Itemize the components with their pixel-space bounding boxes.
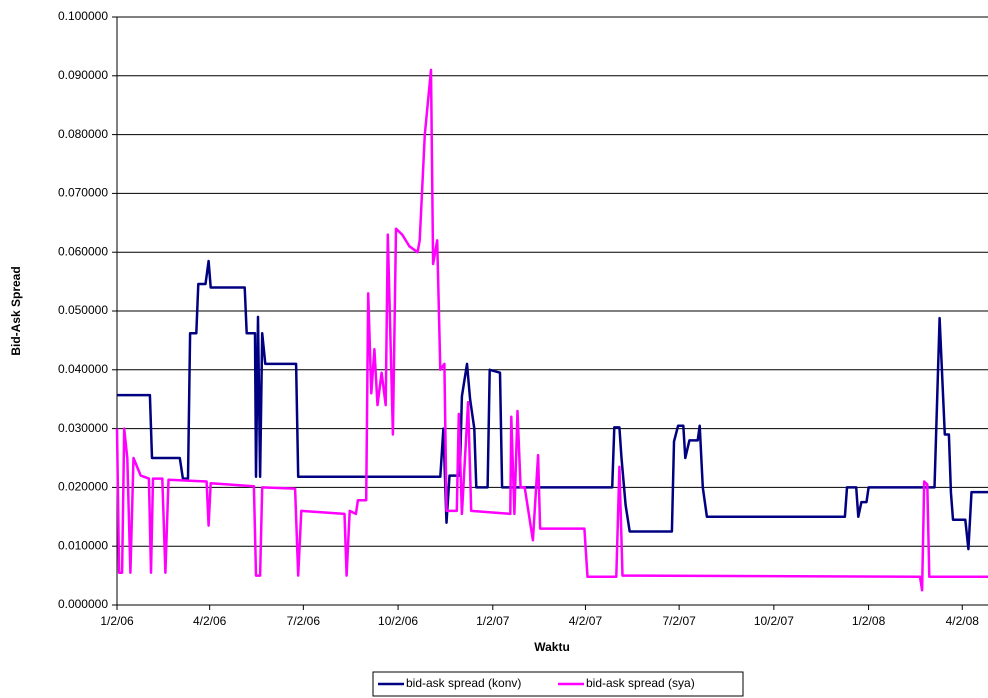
x-tick-label: 10/2/07	[754, 614, 794, 628]
y-tick-label: 0.020000	[58, 480, 108, 494]
x-tick-label: 4/2/07	[569, 614, 603, 628]
y-axis-title: Bid-Ask Spread	[9, 266, 23, 355]
y-tick-label: 0.030000	[58, 421, 108, 435]
y-tick-label: 0.000000	[58, 597, 108, 611]
y-tick-label: 0.070000	[58, 186, 108, 200]
y-tick-label: 0.010000	[58, 538, 108, 552]
x-tick-label: 1/2/06	[100, 614, 134, 628]
x-tick-label: 10/2/06	[378, 614, 418, 628]
legend-label: bid-ask spread (konv)	[406, 676, 521, 690]
y-tick-label: 0.090000	[58, 68, 108, 82]
y-tick-label: 0.060000	[58, 244, 108, 258]
x-tick-label: 7/2/07	[662, 614, 696, 628]
chart: Bid-Ask Spread Waktu 0.000000 0.010000 0.0…	[0, 0, 988, 698]
y-tick-label: 0.100000	[58, 9, 108, 23]
x-tick-label: 4/2/08	[946, 614, 980, 628]
x-tick-label: 1/2/07	[476, 614, 510, 628]
y-tick-label: 0.050000	[58, 303, 108, 317]
x-tick-label: 1/2/08	[852, 614, 886, 628]
series-line	[117, 261, 988, 549]
y-tick-label: 0.040000	[58, 362, 108, 376]
x-axis-title: Waktu	[534, 640, 570, 654]
legend-label: bid-ask spread (sya)	[586, 676, 695, 690]
x-tick-label: 4/2/06	[193, 614, 227, 628]
y-tick-label: 0.080000	[58, 127, 108, 141]
x-tick-label: 7/2/06	[287, 614, 321, 628]
